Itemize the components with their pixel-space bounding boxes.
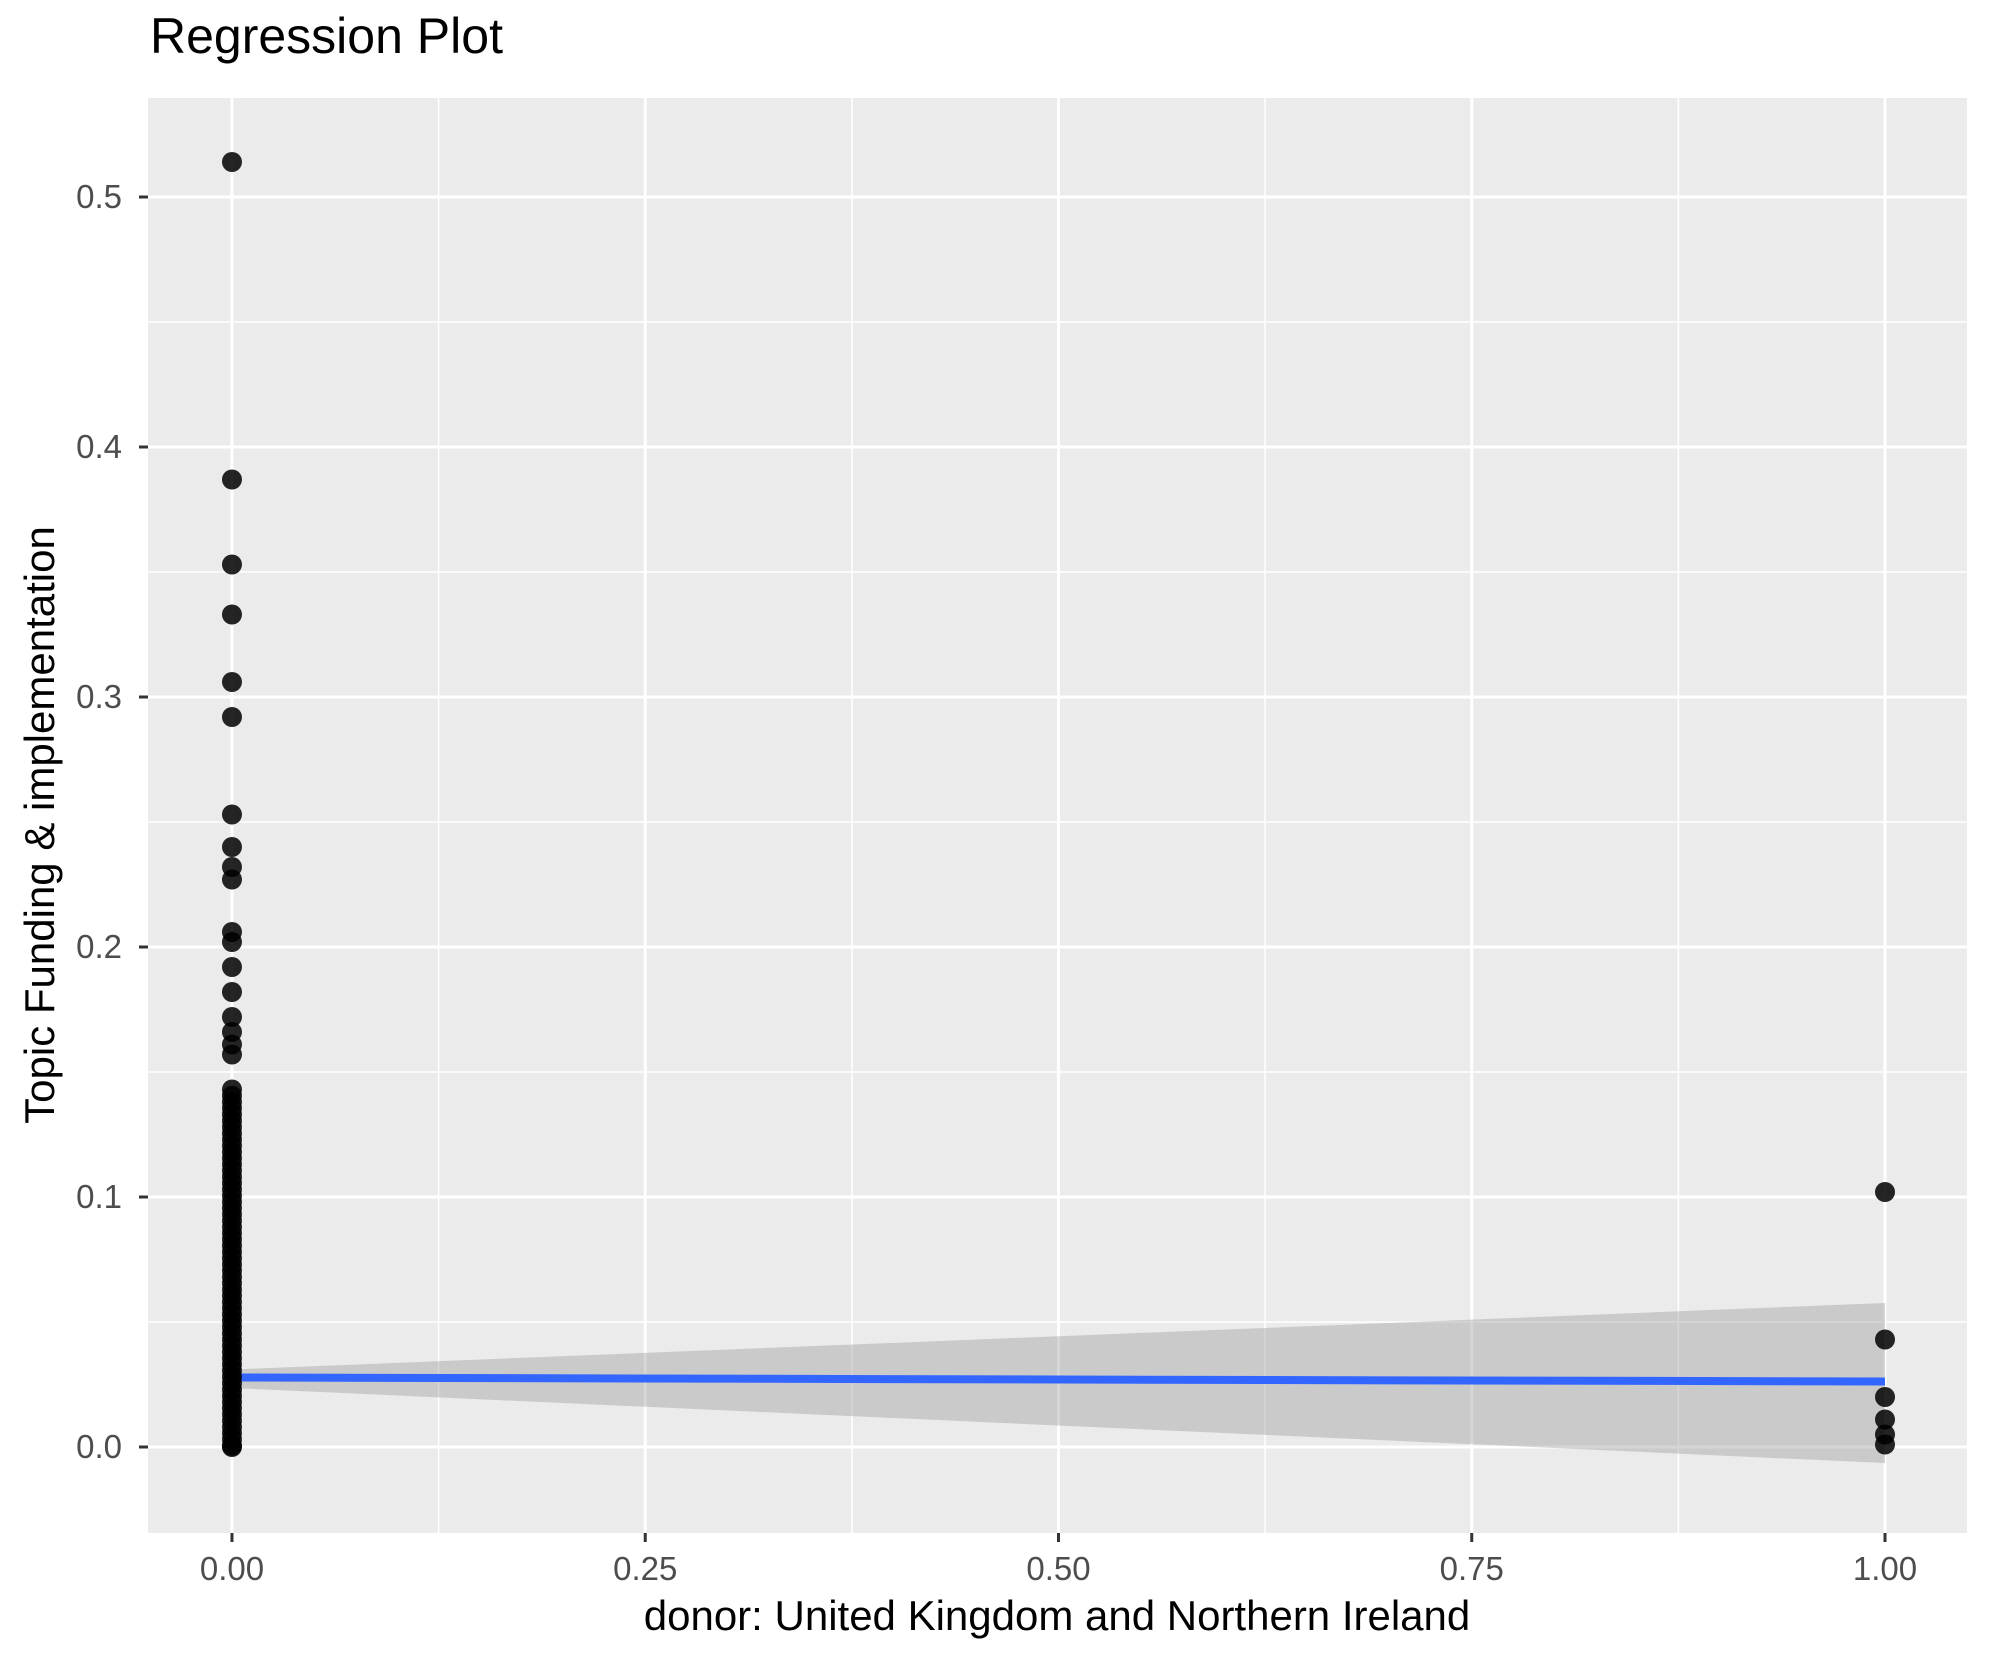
data-point [1875, 1387, 1896, 1407]
x-tick-label: 0.75 [1440, 1550, 1504, 1587]
y-tick-label: 0.1 [76, 1178, 122, 1215]
y-tick-label: 0.0 [76, 1428, 122, 1465]
x-tick-label: 0.50 [1026, 1550, 1090, 1587]
x-axis-title: donor: United Kingdom and Northern Irela… [643, 1592, 1471, 1639]
x-tick-label: 0.00 [200, 1550, 264, 1587]
x-tick-label: 1.00 [1853, 1550, 1917, 1587]
y-tick-label: 0.4 [76, 428, 122, 465]
y-axis-title: Topic Funding & implementation [16, 526, 63, 1124]
data-point [221, 672, 242, 692]
data-point [1875, 1409, 1896, 1430]
data-point [221, 804, 242, 825]
data-point [221, 1437, 242, 1457]
y-tick-label: 0.5 [76, 178, 122, 215]
y-tick-label: 0.2 [76, 928, 122, 965]
data-point [221, 152, 242, 172]
data-point [221, 604, 242, 625]
data-point [221, 707, 242, 727]
data-point [221, 932, 242, 952]
data-point [221, 869, 242, 890]
data-point [221, 957, 242, 977]
data-point [1875, 1329, 1896, 1350]
data-point [221, 837, 242, 857]
data-point [221, 1044, 242, 1065]
data-point [221, 554, 242, 575]
plot-title: Regression Plot [150, 8, 503, 64]
y-tick-label: 0.3 [76, 678, 122, 715]
data-point [221, 469, 242, 490]
data-point [221, 1007, 242, 1027]
data-point [221, 982, 242, 1002]
data-point [1875, 1182, 1896, 1202]
data-point [1875, 1434, 1896, 1455]
regression-line [231, 1373, 1886, 1386]
x-tick-label: 0.25 [613, 1550, 677, 1587]
